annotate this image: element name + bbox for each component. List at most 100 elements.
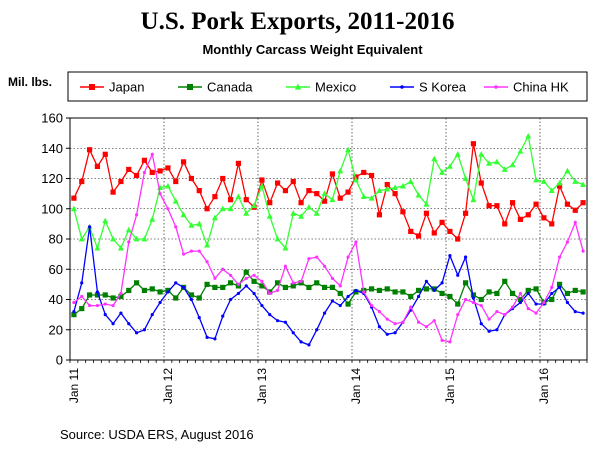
point-canada xyxy=(282,284,289,290)
point-japan xyxy=(572,207,578,213)
point-mexico xyxy=(298,213,305,219)
point-s-korea xyxy=(181,285,186,289)
point-japan xyxy=(525,212,531,218)
point-canada xyxy=(141,287,148,294)
point-china-hk xyxy=(236,282,241,286)
legend-label-canada: Canada xyxy=(207,80,253,95)
point-china-hk xyxy=(440,338,444,342)
point-japan xyxy=(337,195,343,201)
x-tick-label: Jan 14 xyxy=(349,368,363,404)
point-s-korea xyxy=(244,284,248,288)
point-japan xyxy=(173,178,179,185)
point-china-hk xyxy=(158,192,162,196)
point-s-korea xyxy=(581,311,585,315)
point-canada xyxy=(157,289,163,295)
point-mexico xyxy=(501,166,508,172)
point-mexico xyxy=(125,226,132,233)
point-s-korea xyxy=(291,331,295,335)
point-japan xyxy=(180,159,187,165)
point-s-korea xyxy=(338,303,342,308)
x-tick-label: Jan 15 xyxy=(443,368,457,404)
point-mexico xyxy=(172,197,179,204)
point-china-hk xyxy=(244,276,248,280)
point-canada xyxy=(306,284,312,290)
point-china-hk xyxy=(393,322,397,326)
point-mexico xyxy=(321,190,328,197)
point-japan xyxy=(133,172,140,179)
point-s-korea xyxy=(228,297,233,302)
point-s-korea xyxy=(315,328,319,332)
point-s-korea xyxy=(174,281,178,285)
point-canada xyxy=(173,295,179,301)
point-china-hk xyxy=(291,281,295,285)
point-mexico xyxy=(102,217,109,224)
point-china-hk xyxy=(487,317,491,321)
point-mexico xyxy=(556,179,563,186)
point-mexico xyxy=(266,213,273,219)
point-mexico xyxy=(204,241,211,248)
point-s-korea xyxy=(299,340,303,344)
point-china-hk xyxy=(197,249,201,253)
point-mexico xyxy=(188,222,195,228)
point-mexico xyxy=(486,160,493,166)
point-japan xyxy=(220,175,226,182)
point-mexico xyxy=(415,191,422,198)
point-japan xyxy=(564,201,571,207)
point-china-hk xyxy=(260,279,264,283)
point-mexico xyxy=(227,205,234,212)
point-japan xyxy=(110,189,116,195)
point-mexico xyxy=(345,146,352,153)
point-china-hk xyxy=(268,291,272,296)
point-japan xyxy=(439,219,445,225)
point-canada xyxy=(415,287,422,294)
point-mexico xyxy=(282,244,289,251)
point-s-korea xyxy=(283,320,288,324)
point-china-hk xyxy=(299,279,303,283)
point-china-hk xyxy=(275,288,280,293)
point-s-korea xyxy=(557,285,562,289)
point-s-korea xyxy=(456,273,460,277)
point-mexico xyxy=(540,178,547,184)
point-japan xyxy=(267,200,273,206)
point-s-korea xyxy=(416,294,421,299)
point-china-hk xyxy=(581,249,585,253)
point-japan xyxy=(384,181,390,188)
point-canada xyxy=(337,290,343,297)
point-china-hk xyxy=(510,305,515,309)
point-china-hk xyxy=(338,284,342,288)
point-japan xyxy=(118,178,124,185)
point-mexico xyxy=(360,193,367,200)
point-s-korea xyxy=(565,300,570,305)
point-canada xyxy=(549,296,555,303)
point-s-korea xyxy=(236,291,241,296)
point-canada xyxy=(400,289,406,295)
point-japan xyxy=(86,147,93,153)
point-mexico xyxy=(164,182,171,189)
y-tick-label: 120 xyxy=(41,171,63,186)
point-canada xyxy=(368,286,375,292)
point-japan xyxy=(517,216,524,222)
point-s-korea xyxy=(213,337,217,341)
point-s-korea xyxy=(205,335,209,339)
point-japan xyxy=(392,191,398,197)
point-china-hk xyxy=(166,207,170,211)
point-japan xyxy=(141,157,148,163)
point-s-korea xyxy=(119,311,123,315)
point-japan xyxy=(79,178,85,185)
point-mexico xyxy=(462,175,469,181)
point-canada xyxy=(71,312,77,318)
point-japan xyxy=(274,180,281,186)
point-mexico xyxy=(548,187,555,193)
point-s-korea xyxy=(80,281,84,285)
point-china-hk xyxy=(432,319,436,323)
legend-label-s-korea: S Korea xyxy=(419,80,467,95)
point-canada xyxy=(204,281,210,287)
point-china-hk xyxy=(213,276,217,280)
point-china-hk xyxy=(448,340,452,344)
point-mexico xyxy=(133,235,140,242)
point-japan xyxy=(549,221,555,227)
point-china-hk xyxy=(542,300,546,305)
point-s-korea xyxy=(550,291,554,296)
point-china-hk xyxy=(103,302,107,306)
